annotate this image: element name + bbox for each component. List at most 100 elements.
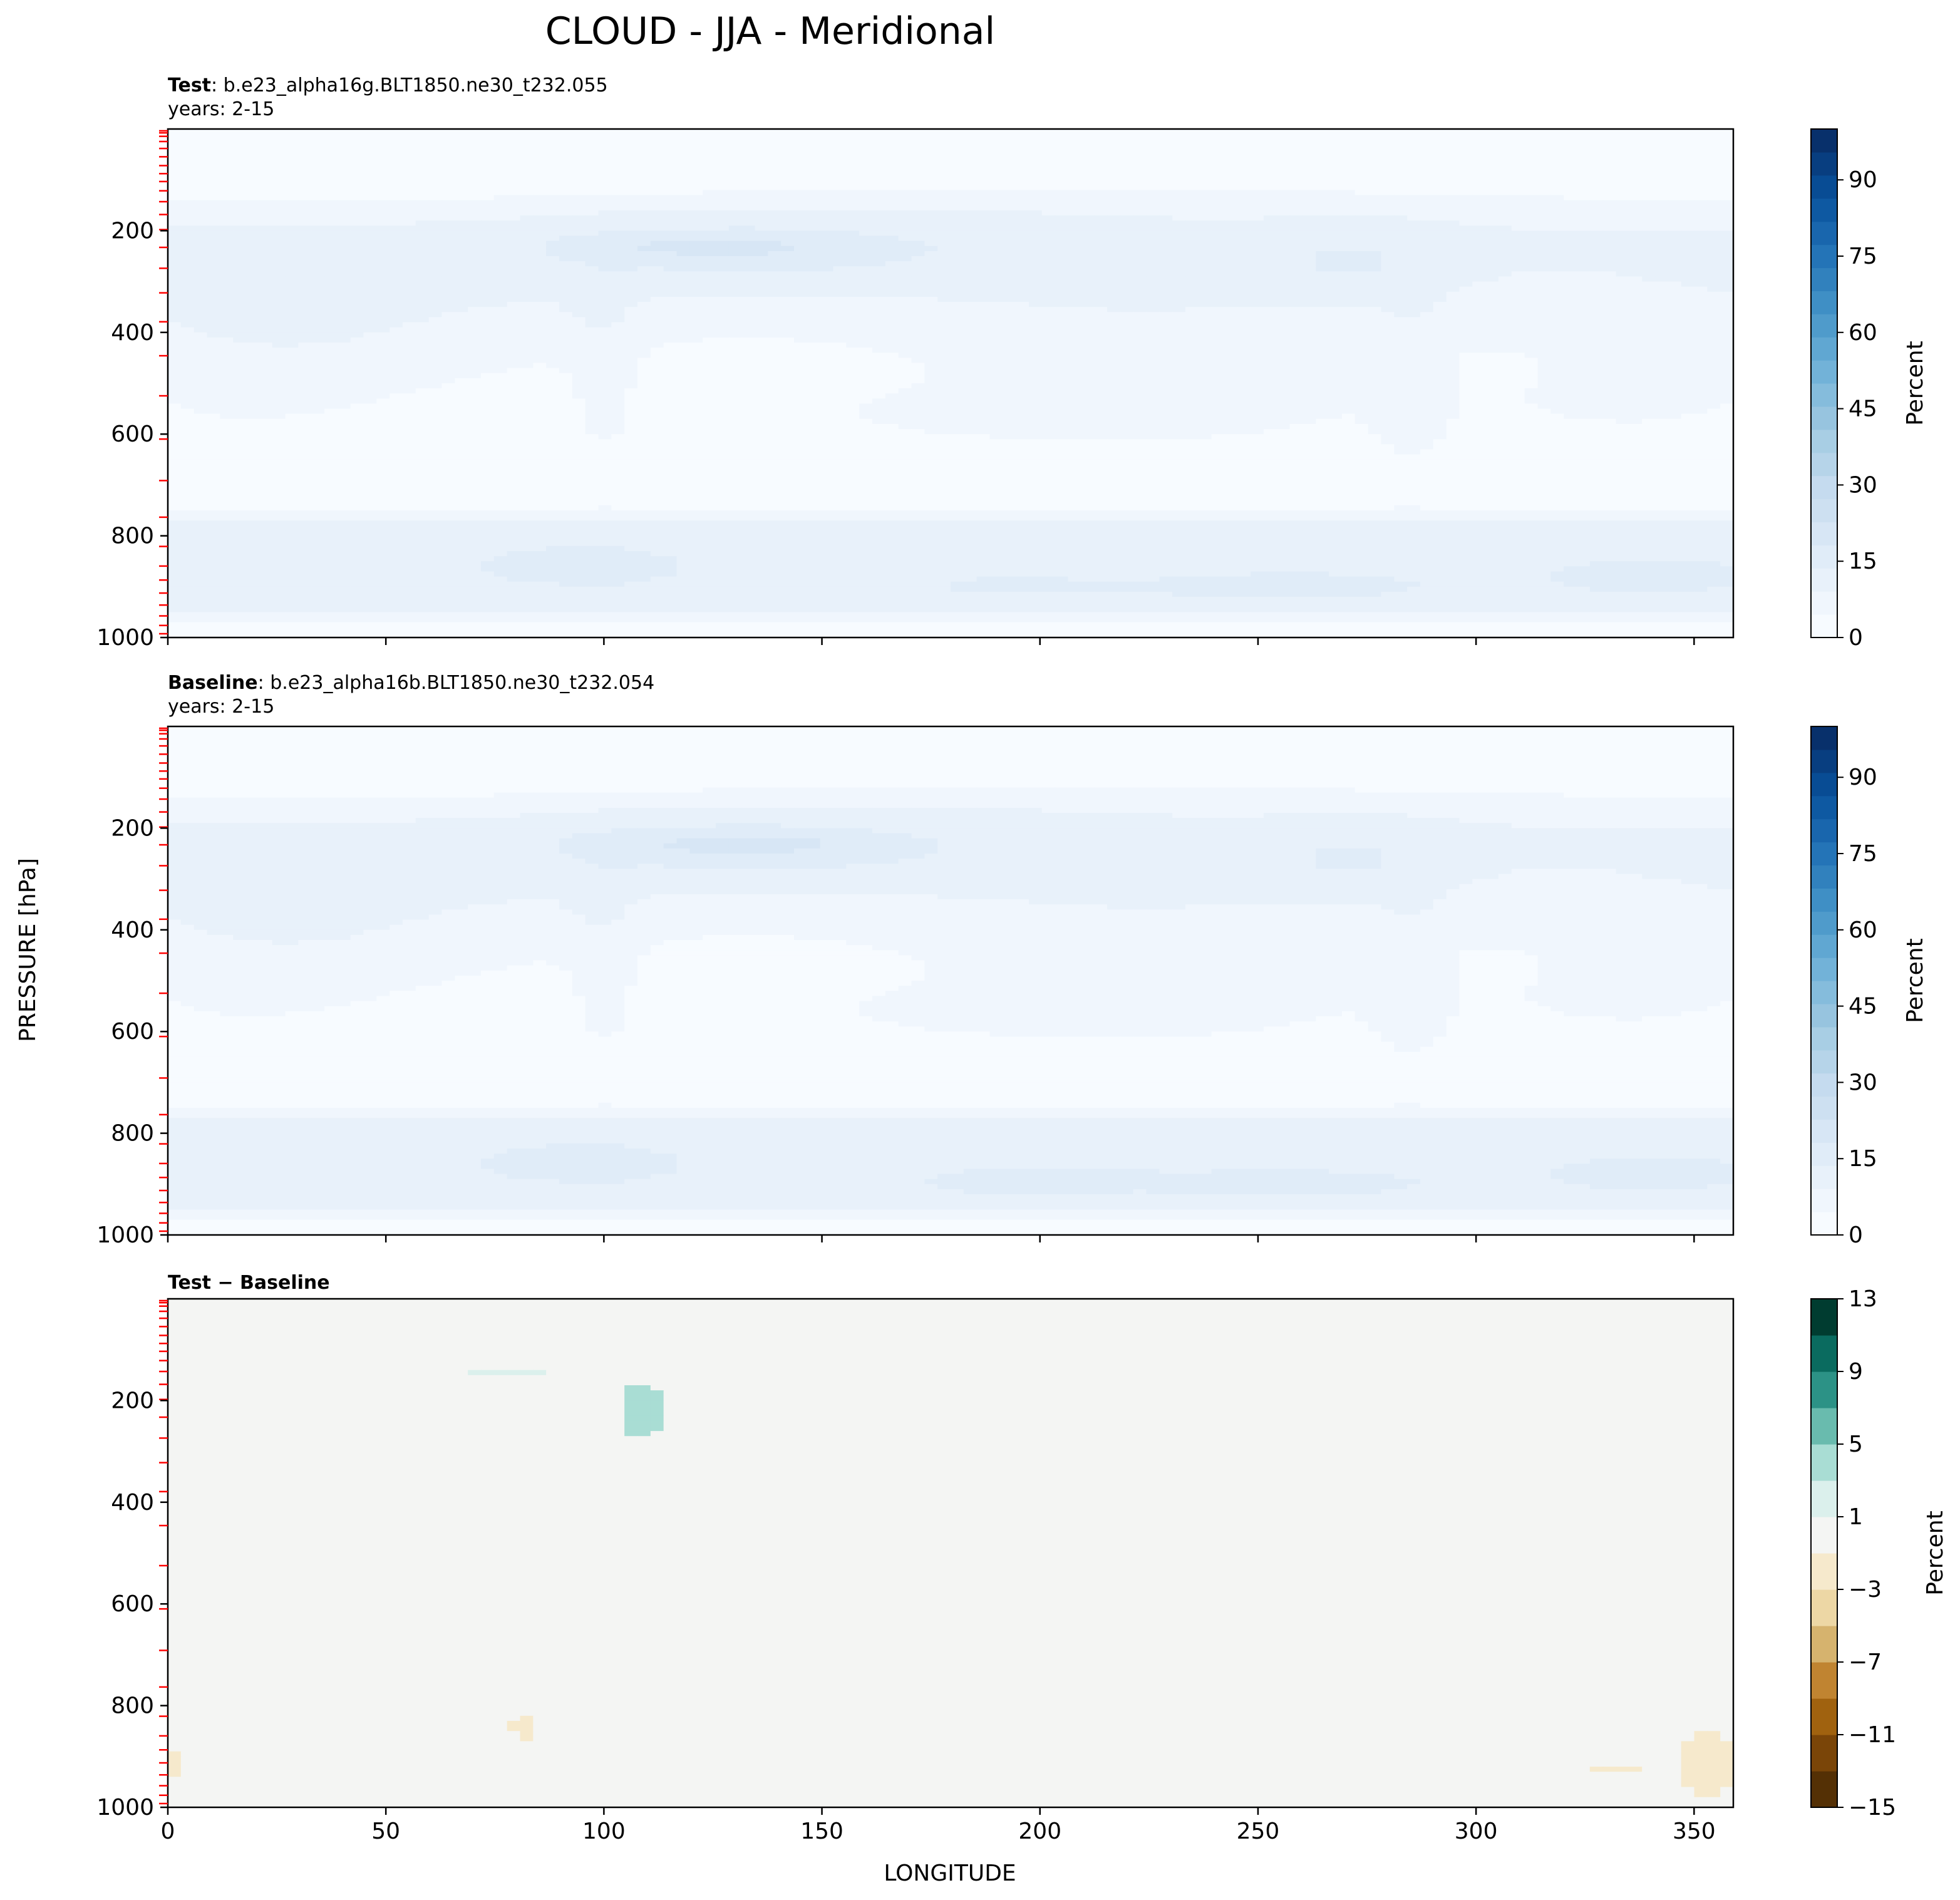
heatmap-cell bbox=[1316, 261, 1329, 267]
heatmap-cell bbox=[429, 261, 442, 267]
heatmap-cell bbox=[338, 139, 351, 145]
heatmap-cell bbox=[703, 312, 716, 318]
heatmap-cell bbox=[1329, 266, 1342, 272]
heatmap-cell bbox=[546, 175, 559, 180]
heatmap-cell bbox=[1381, 180, 1395, 185]
heatmap-cell bbox=[1512, 246, 1525, 252]
heatmap-cell bbox=[1068, 134, 1081, 140]
heatmap-cell bbox=[1707, 230, 1720, 236]
heatmap-cell bbox=[768, 246, 781, 252]
heatmap-cell bbox=[481, 165, 494, 170]
heatmap-cell bbox=[833, 317, 847, 323]
heatmap-cell bbox=[768, 292, 781, 297]
heatmap-cell bbox=[1303, 246, 1316, 252]
heatmap-cell bbox=[1407, 256, 1420, 262]
heatmap-cell bbox=[351, 241, 364, 247]
heatmap-cell bbox=[1251, 180, 1264, 185]
heatmap-cell bbox=[899, 200, 912, 206]
heatmap-cell bbox=[924, 323, 937, 328]
heatmap-cell bbox=[1498, 165, 1512, 170]
heatmap-cell bbox=[1512, 271, 1525, 277]
heatmap-cell bbox=[1668, 180, 1681, 185]
heatmap-cell bbox=[233, 180, 246, 185]
heatmap-cell bbox=[494, 165, 507, 170]
heatmap-cell bbox=[220, 307, 233, 312]
heatmap-cell bbox=[259, 225, 272, 231]
heatmap-cell bbox=[1564, 180, 1577, 185]
heatmap-cell bbox=[1068, 139, 1081, 145]
heatmap-cell bbox=[781, 312, 794, 318]
heatmap-cell bbox=[403, 307, 416, 312]
heatmap-cell bbox=[1564, 241, 1577, 247]
heatmap-cell bbox=[1433, 323, 1447, 328]
heatmap-cell bbox=[1133, 220, 1147, 226]
heatmap-cell bbox=[1655, 276, 1668, 282]
heatmap-cell bbox=[1303, 287, 1316, 292]
heatmap-cell bbox=[899, 307, 912, 312]
heatmap-cell bbox=[403, 276, 416, 282]
heatmap-cell bbox=[820, 165, 833, 170]
heatmap-cell bbox=[1603, 312, 1616, 318]
heatmap-cell bbox=[1199, 220, 1212, 226]
heatmap-cell bbox=[768, 328, 781, 333]
heatmap-cell bbox=[298, 215, 311, 221]
heatmap-cell bbox=[1525, 236, 1538, 242]
heatmap-cell bbox=[1133, 205, 1147, 211]
heatmap-cell bbox=[1720, 215, 1733, 221]
heatmap-cell bbox=[1485, 312, 1498, 318]
heatmap-cell bbox=[1094, 241, 1107, 247]
heatmap-cell bbox=[794, 195, 807, 201]
heatmap-cell bbox=[689, 220, 703, 226]
heatmap-cell bbox=[181, 317, 194, 323]
heatmap-cell bbox=[272, 241, 286, 247]
heatmap-cell bbox=[1172, 195, 1185, 201]
heatmap-cell bbox=[468, 225, 481, 231]
heatmap-cell bbox=[1147, 200, 1160, 206]
heatmap-cell bbox=[403, 200, 416, 206]
heatmap-cell bbox=[1485, 210, 1498, 216]
heatmap-cell bbox=[937, 165, 951, 170]
heatmap-cell bbox=[1172, 282, 1185, 287]
heatmap-cell bbox=[1694, 195, 1708, 201]
heatmap-cell bbox=[442, 175, 455, 180]
heatmap-cell bbox=[1694, 256, 1708, 262]
heatmap-cell bbox=[585, 175, 599, 180]
heatmap-cell bbox=[859, 261, 872, 267]
heatmap-cell bbox=[1420, 165, 1433, 170]
heatmap-cell bbox=[403, 190, 416, 195]
heatmap-cell bbox=[1120, 292, 1133, 297]
heatmap-cell bbox=[520, 200, 534, 206]
heatmap-cell bbox=[351, 246, 364, 252]
heatmap-cell bbox=[1447, 236, 1460, 242]
heatmap-cell bbox=[259, 287, 272, 292]
heatmap-cell bbox=[1029, 271, 1042, 277]
heatmap-cell bbox=[964, 190, 977, 195]
heatmap-cell bbox=[1042, 215, 1055, 221]
heatmap-cell bbox=[833, 134, 847, 140]
heatmap-cell bbox=[1055, 200, 1068, 206]
heatmap-cell bbox=[1081, 200, 1094, 206]
heatmap-cell bbox=[338, 246, 351, 252]
heatmap-cell bbox=[637, 215, 651, 221]
heatmap-cell bbox=[351, 230, 364, 236]
heatmap-cell bbox=[1681, 266, 1694, 272]
heatmap-cell bbox=[729, 266, 742, 272]
heatmap-cell bbox=[833, 210, 847, 216]
heatmap-cell bbox=[846, 261, 859, 267]
heatmap-cell bbox=[1225, 241, 1238, 247]
heatmap-cell bbox=[1094, 160, 1107, 165]
heatmap-cell bbox=[1172, 251, 1185, 257]
heatmap-cell bbox=[651, 251, 664, 257]
heatmap-cell bbox=[977, 241, 990, 247]
heatmap-cell bbox=[1550, 241, 1564, 247]
heatmap-cell bbox=[1616, 149, 1629, 155]
heatmap-cell bbox=[194, 185, 207, 190]
heatmap-cell bbox=[286, 266, 299, 272]
heatmap-cell bbox=[416, 139, 429, 145]
heatmap-cell bbox=[1016, 139, 1029, 145]
heatmap-cell bbox=[1212, 282, 1225, 287]
heatmap-cell bbox=[703, 205, 716, 211]
heatmap-cell bbox=[338, 266, 351, 272]
heatmap-cell bbox=[1342, 323, 1355, 328]
heatmap-cell bbox=[912, 134, 925, 140]
